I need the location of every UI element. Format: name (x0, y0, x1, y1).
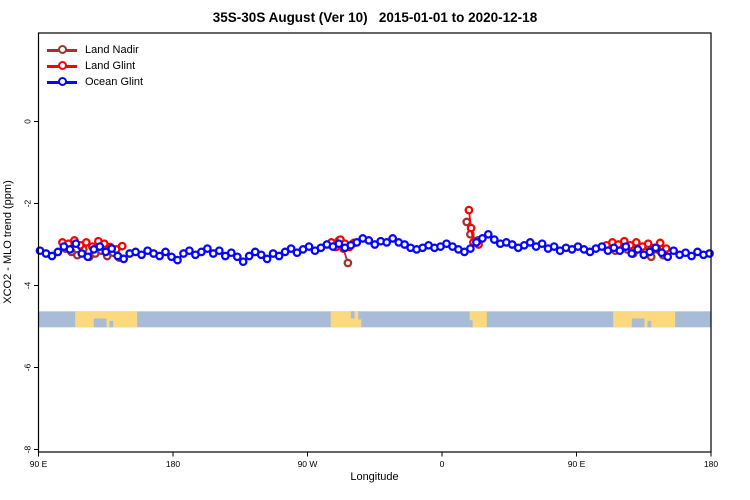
y-tick-label: -2 (22, 199, 32, 207)
data-point (155, 251, 164, 261)
y-tick-label: -6 (22, 363, 32, 371)
data-point (663, 252, 673, 262)
data-point (256, 250, 266, 260)
x-axis-label: Longitude (350, 471, 399, 483)
data-point (71, 239, 81, 249)
y-axis-ticks: 0 -2 -4 -6 -8 (22, 119, 39, 453)
x-tick-label: 90 E (30, 459, 48, 469)
y-axis-label: XCO2 - MLO trend (ppm) (2, 180, 14, 304)
data-point (627, 249, 637, 258)
data-point (615, 246, 625, 256)
data-point (47, 251, 57, 261)
data-point (83, 252, 93, 262)
data-point (107, 244, 117, 253)
data-point (214, 246, 224, 256)
legend-item-land-nadir: Land Nadir (47, 42, 143, 58)
legend-item-land-glint: Land Glint (47, 58, 143, 74)
data-point (95, 242, 105, 251)
data-point (119, 254, 129, 264)
data-point (81, 238, 91, 247)
data-point (657, 248, 667, 258)
series-ocean-glint (35, 229, 714, 267)
data-point (274, 251, 284, 261)
land-nadir-symbol-icon (47, 44, 77, 56)
data-point (364, 236, 374, 245)
data-point (478, 234, 487, 243)
data-point (472, 238, 481, 247)
y-tick-label: -4 (22, 281, 32, 289)
map-strip-ocean-notch (93, 318, 107, 328)
data-point (185, 246, 194, 256)
data-point (466, 223, 476, 233)
map-strip-land (469, 311, 487, 328)
x-tick-label: 90 W (298, 459, 318, 469)
data-point (489, 235, 499, 244)
data-point (334, 239, 344, 249)
x-tick-label: 0 (440, 459, 445, 469)
data-point (655, 238, 665, 248)
data-point (232, 252, 242, 262)
data-point (173, 255, 182, 265)
data-point (161, 247, 170, 257)
plot-box (37, 32, 712, 453)
data-point (597, 242, 607, 251)
legend: Land Nadir Land Glint Ocean Glint (47, 42, 143, 90)
x-tick-label: 180 (704, 459, 718, 469)
data-point (382, 238, 392, 247)
x-tick-label: 180 (166, 459, 180, 469)
data-point (621, 242, 631, 251)
map-strip-land (330, 311, 362, 328)
data-point (651, 243, 661, 253)
data-point (633, 245, 643, 254)
y-tick-label: 0 (22, 119, 32, 124)
legend-item-ocean-glint: Ocean Glint (47, 74, 143, 90)
data-point (687, 251, 696, 261)
map-strip (38, 311, 711, 328)
data-point (262, 254, 272, 264)
data-point (65, 245, 75, 254)
data-point (643, 239, 653, 249)
data-point (464, 205, 474, 215)
legend-label: Land Glint (85, 60, 136, 72)
x-axis-ticks: 90 E 180 90 W 0 90 E 180 (30, 452, 718, 469)
data-point (549, 242, 559, 251)
map-strip-ocean-notch (631, 318, 645, 328)
ocean-glint-symbol-icon (47, 76, 77, 88)
data-point (388, 234, 398, 243)
data-point (244, 251, 254, 261)
map-strip-ocean-notch (358, 311, 362, 320)
data-point (705, 249, 714, 258)
data-point (352, 238, 362, 247)
map-strip-ocean-notch (350, 311, 355, 319)
data-point (304, 242, 314, 251)
page-title: 35S-30S August (Ver 10) 2015-01-01 to 20… (212, 10, 538, 25)
data-point (343, 258, 353, 268)
data-point (203, 244, 212, 253)
data-point (238, 257, 248, 267)
y-tick-label: -8 (22, 445, 32, 453)
data-point (483, 229, 493, 239)
data-point (53, 247, 63, 257)
data-point (137, 250, 146, 260)
data-point (286, 244, 296, 253)
data-point (466, 244, 475, 253)
map-strip-ocean-notch (647, 320, 652, 328)
data-point (117, 241, 127, 251)
data-point (645, 247, 655, 257)
data-point (525, 238, 535, 247)
data-point (226, 248, 236, 258)
land-glint-symbol-icon (47, 60, 77, 72)
data-point (462, 217, 472, 227)
map-strip-ocean-notch (469, 320, 473, 328)
data-point (669, 246, 678, 256)
map-strip-ocean (38, 311, 711, 328)
map-strip-ocean-notch (109, 320, 114, 328)
legend-label: Land Nadir (85, 44, 139, 56)
legend-label: Ocean Glint (85, 76, 144, 88)
x-tick-label: 90 E (568, 459, 586, 469)
data-point (537, 239, 547, 249)
